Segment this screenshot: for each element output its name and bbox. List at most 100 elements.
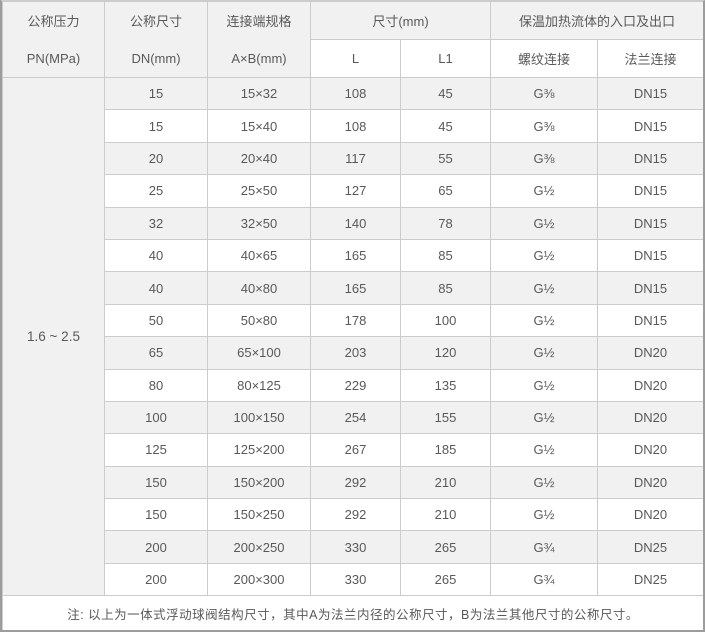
cell-ab: 80×125 — [207, 368, 311, 402]
cell-ab: 100×150 — [207, 400, 311, 435]
cell-ab: 40×65 — [207, 238, 311, 273]
cell-l1: 265 — [399, 562, 492, 597]
table-row: 20 20×40 117 55 G⅜ DN15 — [3, 141, 703, 176]
cell-l1: 210 — [399, 498, 492, 532]
cell-l1: 155 — [399, 400, 492, 435]
cell-l1: 135 — [399, 368, 492, 402]
cell-thread: G½ — [490, 498, 599, 532]
cell-l1: 65 — [399, 174, 492, 208]
cell-l: 165 — [310, 271, 401, 305]
cell-l: 330 — [310, 562, 401, 597]
cell-ab: 20×40 — [207, 141, 311, 176]
cell-l1: 45 — [399, 109, 492, 143]
table-note: 注: 以上为一体式浮动球阀结构尺寸，其中A为法兰内径的公称尺寸，B为法兰其他尺寸… — [2, 595, 703, 630]
header-row-2: L L1 螺纹连接 法兰连接 — [3, 39, 703, 78]
table-row: 125 125×200 267 185 G½ DN20 — [3, 433, 703, 467]
cell-dn: 200 — [104, 562, 208, 597]
cell-dn: 150 — [104, 498, 208, 532]
header-pressure-cn: 公称压力 — [27, 13, 80, 29]
cell-ab: 65×100 — [207, 336, 311, 370]
table-row: 15 15×40 108 45 G⅜ DN15 — [3, 109, 703, 143]
cell-l: 292 — [310, 498, 401, 532]
cell-l: 254 — [310, 400, 401, 435]
cell-dn: 100 — [104, 400, 208, 435]
cell-ab: 200×300 — [207, 562, 311, 597]
cell-dn: 32 — [104, 206, 208, 240]
cell-flange: DN20 — [597, 498, 703, 532]
cell-l1: 210 — [399, 465, 492, 500]
cell-dn: 20 — [104, 141, 208, 176]
cell-flange: DN15 — [597, 206, 703, 240]
cell-l: 330 — [310, 530, 401, 564]
cell-l1: 78 — [399, 206, 492, 240]
cell-ab: 150×250 — [207, 498, 311, 532]
table-row: 25 25×50 127 65 G½ DN15 — [3, 174, 703, 208]
cell-l: 108 — [310, 76, 401, 111]
cell-flange: DN20 — [597, 400, 703, 435]
table-row: 150 150×250 292 210 G½ DN20 — [3, 498, 703, 532]
cell-dn: 150 — [104, 465, 208, 500]
cell-flange: DN25 — [597, 562, 703, 597]
table-row: 40 40×65 165 85 G½ DN15 — [3, 238, 703, 273]
header-flange-connection: 法兰连接 — [597, 39, 703, 78]
cell-thread: G⅜ — [490, 76, 599, 111]
table-row: 1.6 ~ 2.5 15 15×32 108 45 G⅜ DN15 — [2, 76, 703, 597]
cell-thread: G½ — [490, 433, 599, 467]
cell-ab: 50×80 — [207, 303, 311, 338]
header-io-group: 保温加热流体的入口及出口 — [490, 1, 703, 40]
table-row: 100 100×150 254 155 G½ DN20 — [3, 400, 703, 435]
cell-thread: G½ — [490, 303, 599, 338]
cell-l1: 100 — [399, 303, 492, 338]
header-nominal-size-cn: 公称尺寸 — [129, 13, 182, 29]
cell-flange: DN15 — [597, 271, 703, 305]
cell-thread: G⅜ — [490, 109, 599, 143]
cell-l1: 45 — [399, 76, 492, 111]
cell-thread: G½ — [490, 238, 599, 273]
cell-ab: 40×80 — [207, 271, 311, 305]
cell-l1: 185 — [399, 433, 492, 467]
cell-thread: G½ — [490, 400, 599, 435]
header-pressure-unit: PN(MPa) — [26, 50, 81, 66]
cell-thread: G½ — [490, 368, 599, 402]
cell-flange: DN15 — [597, 238, 703, 273]
cell-thread: G½ — [490, 465, 599, 500]
cell-l1: 120 — [399, 336, 492, 370]
cell-thread: G½ — [490, 174, 599, 208]
cell-l1: 55 — [399, 141, 492, 176]
cell-l1: 85 — [399, 271, 492, 305]
cell-ab: 15×40 — [207, 109, 311, 143]
table-footer: 注: 以上为一体式浮动球阀结构尺寸，其中A为法兰内径的公称尺寸，B为法兰其他尺寸… — [2, 595, 703, 630]
table-row: 65 65×100 203 120 G½ DN20 — [3, 336, 703, 370]
cell-l: 229 — [310, 368, 401, 402]
cell-dn: 25 — [104, 174, 208, 208]
header-l1: L1 — [399, 39, 492, 78]
table-row: 40 40×80 165 85 G½ DN15 — [3, 271, 703, 305]
table-row: 150 150×200 292 210 G½ DN20 — [3, 465, 703, 500]
cell-dn: 40 — [104, 271, 208, 305]
cell-l1: 85 — [399, 238, 492, 273]
cell-ab: 15×32 — [207, 76, 311, 111]
cell-thread: G¾ — [490, 562, 599, 597]
cell-ab: 150×200 — [207, 465, 311, 500]
cell-pressure-range: 1.6 ~ 2.5 — [2, 76, 105, 597]
cell-l: 165 — [310, 238, 401, 273]
header-connection-spec-cn: 连接端规格 — [226, 13, 292, 29]
cell-flange: DN15 — [597, 174, 703, 208]
cell-thread: G½ — [490, 336, 599, 370]
cell-flange: DN15 — [597, 109, 703, 143]
table-row: 200 200×300 330 265 G¾ DN25 — [3, 562, 703, 597]
cell-dn: 15 — [104, 109, 208, 143]
cell-flange: DN15 — [597, 141, 703, 176]
cell-flange: DN20 — [597, 433, 703, 467]
cell-thread: G¾ — [490, 530, 599, 564]
table-row: 200 200×250 330 265 G¾ DN25 — [3, 530, 703, 564]
cell-flange: DN15 — [597, 76, 703, 111]
cell-thread: G⅜ — [490, 141, 599, 176]
cell-l: 117 — [310, 141, 401, 176]
note-row: 注: 以上为一体式浮动球阀结构尺寸，其中A为法兰内径的公称尺寸，B为法兰其他尺寸… — [2, 595, 703, 630]
cell-l: 127 — [310, 174, 401, 208]
table-row: 80 80×125 229 135 G½ DN20 — [3, 368, 703, 402]
cell-dn: 200 — [104, 530, 208, 564]
cell-l1: 265 — [399, 530, 492, 564]
